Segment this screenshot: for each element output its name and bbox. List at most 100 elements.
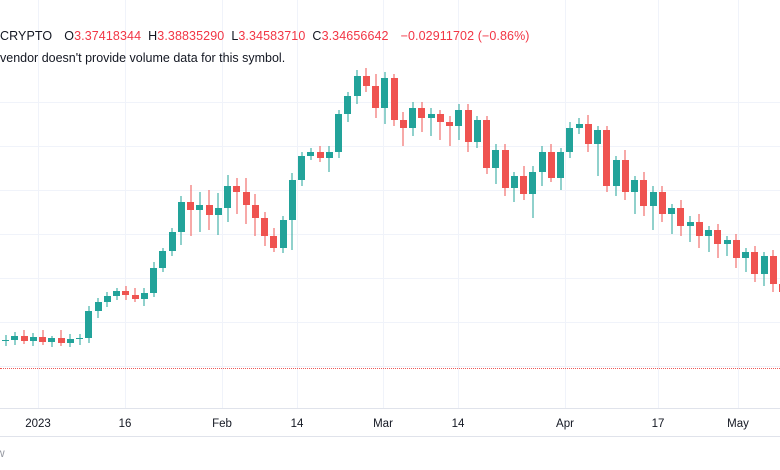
candle-body <box>298 156 305 180</box>
candle-body <box>122 291 130 295</box>
candle <box>751 0 759 408</box>
candle <box>11 0 19 408</box>
last-price-line <box>0 368 780 369</box>
candle <box>362 0 370 408</box>
candle-body <box>446 122 453 126</box>
candle <box>677 0 685 408</box>
gridline-h-2 <box>0 190 780 191</box>
gridline-h-3 <box>0 234 780 235</box>
candle <box>668 0 675 408</box>
candle-body <box>261 218 268 236</box>
candle-body <box>594 130 601 144</box>
time-axis-tick: Feb <box>212 418 232 430</box>
candle <box>242 0 250 408</box>
candle-body <box>11 336 19 340</box>
candle <box>575 0 583 408</box>
candle <box>418 0 426 408</box>
candle <box>140 0 148 408</box>
candle-body <box>362 76 370 86</box>
time-axis-tick: Mar <box>373 418 393 430</box>
candle-body <box>649 192 657 206</box>
candle-body <box>483 120 490 168</box>
candle <box>196 0 204 408</box>
candle-body <box>723 240 731 244</box>
candle-body <box>131 295 139 299</box>
time-axis-tick: 16 <box>118 418 132 430</box>
candle-body <box>538 152 546 172</box>
gridline-h-4 <box>0 278 780 279</box>
candle <box>381 0 389 408</box>
candle-body <box>529 172 537 194</box>
candle <box>205 0 213 408</box>
candle-wick <box>402 112 404 146</box>
gridline-h-0 <box>0 102 780 103</box>
candle-body <box>48 338 56 342</box>
candle-body <box>501 150 509 188</box>
candle <box>557 0 564 408</box>
candle <box>298 0 305 408</box>
candle-wick <box>439 110 441 140</box>
candle <box>594 0 601 408</box>
candle <box>288 0 296 408</box>
gridline-v-0 <box>38 0 39 408</box>
candle <box>344 0 352 408</box>
candle-wick <box>449 116 450 146</box>
candle-body <box>409 108 416 128</box>
time-axis-tick: 14 <box>290 418 304 430</box>
candle-body <box>510 176 518 188</box>
candle-body <box>464 110 472 142</box>
chart-plot-area[interactable] <box>0 0 780 408</box>
candle <box>510 0 518 408</box>
candle-wick <box>79 334 80 345</box>
candle <box>640 0 648 408</box>
candle-wick <box>726 236 728 256</box>
candle-body <box>714 230 722 244</box>
candle <box>483 0 490 408</box>
candle <box>538 0 546 408</box>
candle-body <box>325 152 333 158</box>
candle <box>177 0 185 408</box>
candle-body <box>270 236 278 248</box>
candle-body <box>288 180 296 220</box>
candle-body <box>85 311 93 338</box>
candle-body <box>566 128 574 152</box>
candle-body <box>390 78 398 120</box>
gridline-v-6 <box>565 0 566 408</box>
candle <box>501 0 509 408</box>
time-axis-tick: Apr <box>556 418 574 430</box>
candle <box>251 0 259 408</box>
candle-wick <box>430 108 432 136</box>
candle-body <box>168 232 176 251</box>
gridline-v-4 <box>383 0 384 408</box>
candle-body <box>473 120 481 142</box>
candle-body <box>94 302 102 311</box>
candle <box>455 0 463 408</box>
candle-wick <box>708 226 709 252</box>
candle-body <box>335 114 342 152</box>
candle-wick <box>328 146 330 172</box>
candle-body <box>631 180 638 192</box>
candle-wick <box>745 248 746 272</box>
candle-wick <box>199 192 201 232</box>
candle <box>714 0 722 408</box>
candle <box>214 0 222 408</box>
candle-body <box>159 251 167 268</box>
candle-body <box>251 205 259 218</box>
candle <box>150 0 157 408</box>
candle-wick <box>689 216 691 242</box>
candle <box>85 0 93 408</box>
candle <box>29 0 37 408</box>
candle-body <box>547 152 555 178</box>
candle <box>103 0 111 408</box>
candle-body <box>668 208 675 214</box>
candle <box>547 0 555 408</box>
candle <box>769 0 777 408</box>
candle <box>492 0 500 408</box>
candle-body <box>686 222 694 226</box>
time-axis[interactable]: 2023 16 Feb 14 Mar 14 Apr 17 May <box>0 408 780 437</box>
candle-body <box>103 296 111 302</box>
candle-body <box>279 220 287 248</box>
time-axis-tick: 2023 <box>25 418 51 430</box>
candle-body <box>621 160 629 192</box>
candle <box>261 0 268 408</box>
